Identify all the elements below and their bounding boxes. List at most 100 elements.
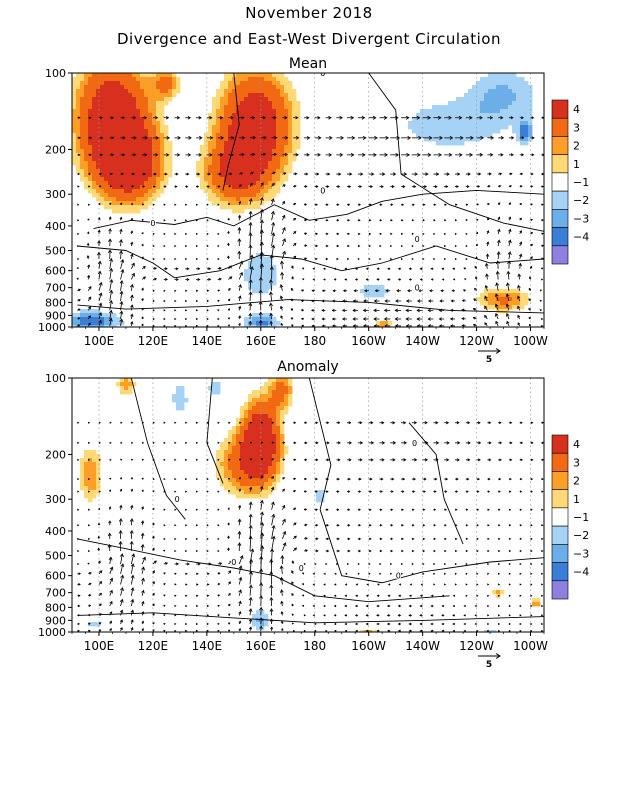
shade-cell [136,177,141,182]
vector-arrowhead [108,506,112,509]
shade-cell [136,105,141,110]
shade-cell [264,81,269,86]
shade-cell [84,153,89,158]
shade-cell [452,113,457,118]
shade-cell [248,149,253,154]
shade-cell [96,121,101,126]
vector-arrowhead [406,152,410,157]
shade-cell [132,205,137,210]
shade-cell [272,470,277,475]
shade-cell [84,133,89,138]
vector-arrowhead [87,203,91,206]
shade-cell [260,442,265,447]
vector-arrowhead [248,501,253,506]
shade-cell [136,113,141,118]
vector-arrowhead [262,152,267,157]
shade-cell [260,317,265,322]
shade-cell [512,297,517,302]
vector-arrow [249,153,255,156]
shade-cell [224,462,229,467]
vector-arrow [271,525,275,539]
shade-cell [268,161,273,166]
shade-cell [152,125,157,130]
shade-cell [536,598,541,603]
shade-cell [220,181,225,186]
shade-cell [244,173,249,178]
shade-cell [124,113,129,118]
vector-arrowhead [498,537,501,541]
vector-arrowhead [379,244,382,248]
shade-cell [484,117,489,122]
shade-cell [268,149,273,154]
shade-cell [224,89,229,94]
shade-cell [132,101,137,106]
shade-cell [256,73,261,78]
vector-arrowhead [427,115,432,120]
shade-cell [468,129,473,134]
shade-cell [240,193,245,198]
vector-arrowhead [174,549,177,553]
shade-cell [216,173,221,178]
shade-cell [220,93,225,98]
shade-cell [224,165,229,170]
shade-cell [516,89,521,94]
shade-cell [236,173,241,178]
shade-cell [236,193,241,198]
shade-cell [96,325,101,327]
vector-arrowhead [98,490,101,493]
vector-arrowhead [505,282,510,287]
shade-cell [360,289,365,294]
vector-arrowhead [217,317,220,321]
shade-cell [184,398,189,403]
shade-cell [256,141,261,146]
vector-arrowhead [354,278,358,281]
shade-cell [256,277,261,282]
vector-arrowhead [336,232,340,236]
shade-cell [252,141,257,146]
colorbar-swatch [551,245,569,265]
vector-arrowhead [304,244,308,248]
shade-cell [252,189,257,194]
vector-arrowhead [229,276,233,280]
shade-cell [272,394,277,399]
vector-arrowhead [195,309,199,312]
shade-cell [496,590,501,595]
shade-cell [264,418,269,423]
shade-cell [128,157,133,162]
vector-arrowhead [301,324,304,327]
vector-arrowhead [206,490,209,493]
vector-arrowhead [293,522,297,526]
vector-arrowhead [347,219,351,222]
shade-cell [128,145,133,150]
shade-cell [148,165,153,170]
shade-cell [96,189,101,194]
vector-arrowhead [198,153,202,157]
x-tick-label: 140E [192,334,223,348]
vector-arrowhead [88,286,92,290]
vector-arrowhead [339,115,343,120]
shade-cell [472,113,477,118]
shade-cell [536,602,541,607]
vector-arrowhead [228,478,231,480]
shade-cell [88,494,93,499]
shade-cell [124,378,129,383]
shade-cell [76,149,81,154]
shade-cell [232,474,237,479]
shade-cell [440,129,445,134]
vector-arrowhead [520,172,524,176]
vector-arrowhead [248,198,253,202]
shade-cell [512,117,517,122]
shade-cell [472,89,477,94]
vector-arrowhead [293,441,297,445]
vector-arrowhead [434,477,438,481]
shade-cell [288,137,293,142]
shade-cell [128,382,133,387]
shade-cell [256,281,261,286]
shade-cell [232,169,237,174]
shade-cell [248,410,253,415]
shade-cell [496,309,501,314]
shade-cell [104,105,109,110]
vector-arrowhead [509,490,512,493]
shade-cell [168,149,173,154]
shade-cell [128,113,133,118]
